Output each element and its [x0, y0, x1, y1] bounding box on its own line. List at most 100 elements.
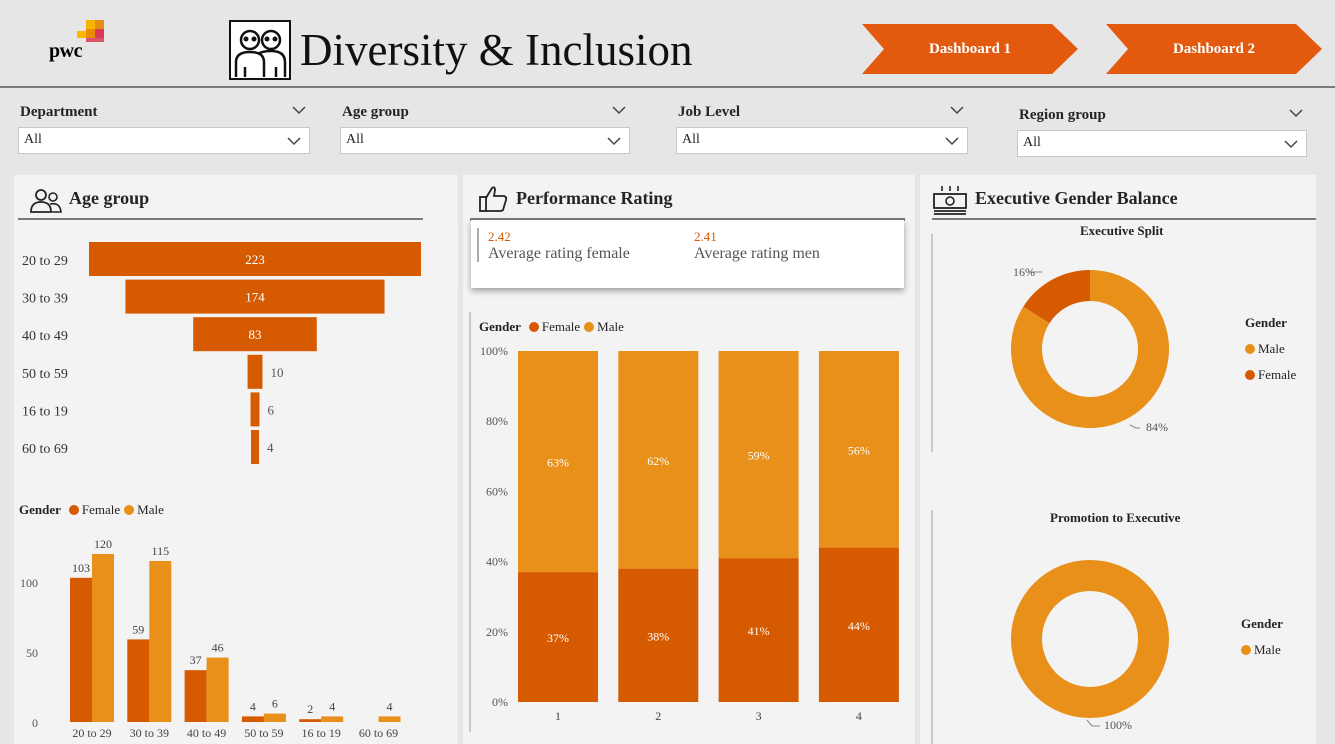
funnel-bar[interactable] [89, 242, 421, 276]
female-dot-icon [528, 322, 539, 332]
age-gender-bar[interactable] [263, 713, 286, 722]
male-dot-icon [124, 505, 135, 515]
age-gender-bar[interactable] [184, 670, 207, 722]
funnel-bar[interactable] [247, 354, 263, 389]
dashboard-1-label: Dashboard 1 [928, 41, 1012, 57]
segment-data-label: 56% [848, 443, 870, 457]
x-tick-label: 30 to 39 [130, 726, 169, 740]
segment-data-label: 38% [647, 629, 669, 643]
funnel-category-label: 20 to 29 [22, 254, 68, 269]
performance-bar-segment[interactable] [518, 351, 598, 573]
department-slicer[interactable]: Department All [18, 100, 310, 156]
chevron-down-icon[interactable] [287, 136, 301, 146]
legend-title: Gender [19, 502, 61, 517]
job-level-slicer[interactable]: Job Level All [676, 100, 968, 156]
age-gender-bar[interactable] [127, 639, 150, 722]
chevron-down-icon[interactable] [1289, 108, 1303, 118]
people-group-icon [229, 20, 291, 80]
executive-gender-balance-title: Executive Gender Balance [975, 188, 1178, 208]
bar-data-label: 2 [307, 702, 313, 716]
performance-bar-segment[interactable] [718, 558, 799, 702]
funnel-data-label: 174 [245, 290, 265, 305]
segment-data-label: 62% [647, 454, 669, 468]
chevron-down-icon[interactable] [950, 105, 964, 115]
funnel-data-label: 83 [249, 327, 262, 342]
chevron-down-icon[interactable] [607, 136, 621, 146]
donut-data-label: 16% [1013, 265, 1035, 279]
department-slicer-label: Department [20, 104, 98, 120]
y-tick-label: 40% [486, 555, 508, 569]
performance-bar-segment[interactable] [718, 351, 799, 559]
age-gender-bar[interactable] [92, 554, 114, 722]
age-group-slicer-label: Age group [342, 104, 409, 120]
y-tick-label: 100 [20, 576, 38, 590]
female-dot-icon [1245, 370, 1255, 380]
male-dot-icon [584, 322, 595, 332]
legend-title: Gender [1241, 616, 1283, 631]
performance-bar-segment[interactable] [618, 568, 699, 702]
legend-male: Male [597, 319, 624, 334]
donut-slice-male[interactable] [1011, 560, 1169, 718]
x-tick-label: 60 to 69 [359, 726, 398, 740]
age-group-slicer[interactable]: Age group All [340, 100, 630, 156]
bar-data-label: 103 [72, 561, 90, 575]
job-level-dropdown[interactable]: All [676, 127, 968, 154]
age-gender-bar[interactable] [321, 716, 344, 722]
funnel-data-label: 10 [270, 365, 283, 380]
x-tick-label: 1 [555, 709, 561, 723]
performance-legend: Gender Female Male [479, 319, 624, 335]
age-gender-bar[interactable] [149, 561, 172, 722]
performance-bar-segment[interactable] [818, 351, 899, 548]
funnel-bar[interactable] [251, 430, 259, 464]
donut-slice-male[interactable] [1011, 270, 1169, 428]
people-icon [30, 189, 62, 213]
x-tick-label: 40 to 49 [187, 726, 226, 740]
funnel-bar[interactable] [125, 279, 385, 314]
y-tick-label: 50 [26, 646, 38, 660]
funnel-bar[interactable] [250, 392, 260, 427]
region-group-slicer[interactable]: Region group All [1017, 103, 1307, 159]
bar-data-label: 6 [272, 697, 278, 711]
performance-bar-segment[interactable] [818, 547, 899, 702]
age-gender-bar[interactable] [70, 577, 92, 722]
thumbs-up-icon [479, 186, 508, 212]
funnel-data-label: 223 [245, 252, 265, 267]
age-gender-bar[interactable] [378, 716, 401, 722]
bar-data-label: 115 [152, 544, 170, 558]
avg-rating-male-value: 2.41 [694, 229, 717, 244]
chevron-down-icon[interactable] [945, 136, 959, 146]
age-group-title: Age group [69, 188, 150, 208]
bar-data-label: 4 [250, 699, 256, 713]
executive-split-donut: 84% 16% [1011, 265, 1169, 434]
promotion-to-executive-title: Promotion to Executive [1050, 510, 1181, 525]
age-gender-bar[interactable] [241, 716, 264, 722]
legend-male: Male [137, 502, 164, 517]
performance-divider [470, 218, 905, 221]
performance-bar-segment[interactable] [518, 572, 598, 702]
bar-data-label: 46 [212, 641, 224, 655]
chevron-down-icon[interactable] [612, 105, 626, 115]
department-dropdown[interactable]: All [18, 127, 310, 154]
donut-slice-female[interactable] [1023, 270, 1090, 324]
chevron-down-icon[interactable] [292, 105, 306, 115]
male-dot-icon [1245, 344, 1255, 354]
legend-female: Female [1258, 367, 1297, 382]
funnel-bar[interactable] [193, 317, 317, 352]
funnel-data-label: 4 [267, 440, 274, 455]
card-accent [477, 228, 479, 262]
department-value: All [24, 132, 42, 147]
age-gender-bar[interactable] [206, 657, 229, 722]
performance-chart-border [469, 312, 471, 732]
age-group-divider [18, 218, 423, 220]
performance-bar-segment[interactable] [618, 351, 699, 569]
segment-data-label: 37% [547, 631, 569, 645]
age-group-dropdown[interactable]: All [340, 127, 630, 154]
dashboard-1-button[interactable]: Dashboard 1 [862, 24, 1078, 74]
dashboard-2-button[interactable]: Dashboard 2 [1106, 24, 1322, 74]
avg-rating-male-label: Average rating men [694, 245, 820, 262]
age-gender-bar[interactable] [299, 719, 322, 722]
performance-stacked-chart: 0% 20% 40% 60% 80% 100% 37% 63% 1 38% 62% 2 41% 59% 3 4… [480, 344, 899, 723]
donut-data-label: 100% [1104, 718, 1132, 732]
region-group-dropdown[interactable]: All [1017, 130, 1307, 157]
chevron-down-icon[interactable] [1284, 139, 1298, 149]
